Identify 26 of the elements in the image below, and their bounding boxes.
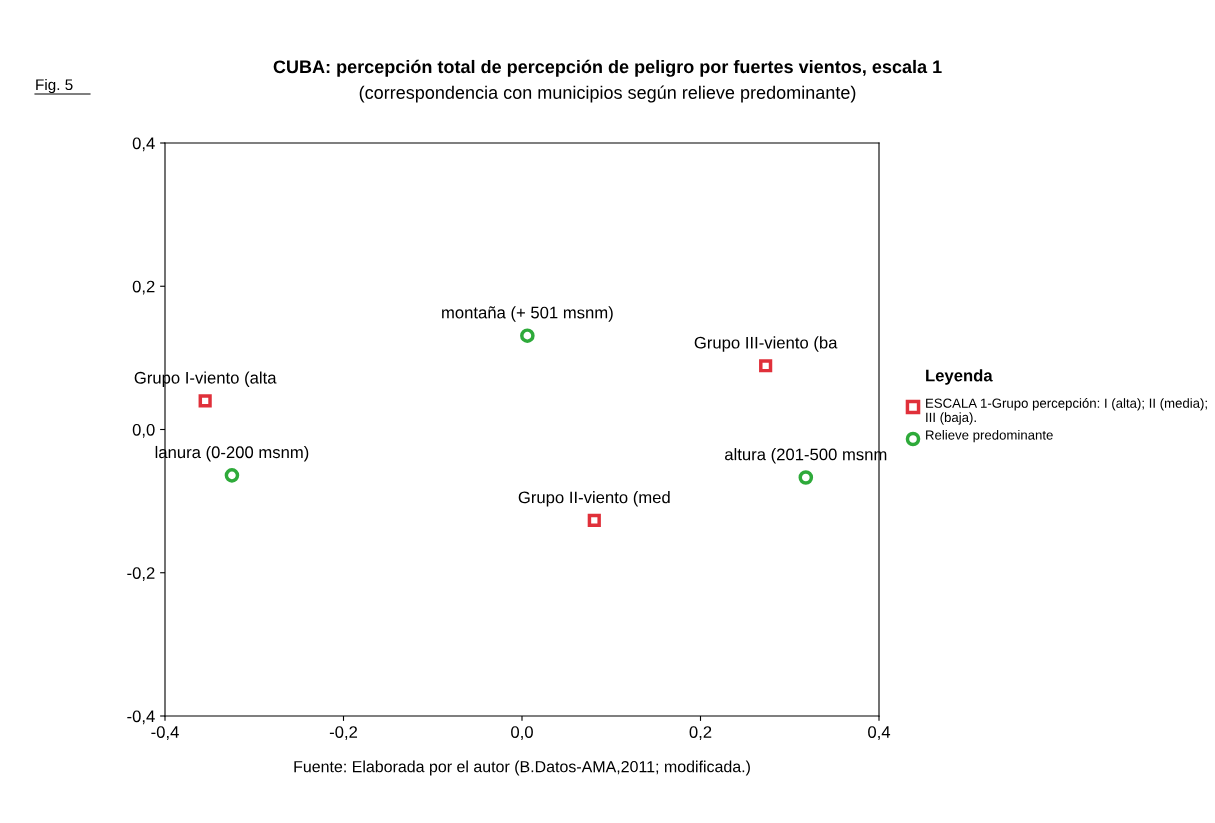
- legend-title: Leyenda: [926, 369, 993, 385]
- x-tick-label: 0,4: [868, 726, 891, 740]
- y-tick-label: -0,2: [127, 567, 155, 581]
- x-tick-label: 0,2: [689, 726, 712, 740]
- caption: Fig. 5: [36, 78, 73, 94]
- point: [198, 394, 212, 408]
- legend-label: ESCALA 1-Grupo percepción: I (alta); II (media); III (baja).: [926, 398, 1207, 425]
- x-tick-label: -0,2: [329, 726, 358, 740]
- y-tick-label: 0,0: [132, 423, 155, 438]
- chart-title: CUBA: percepción total de percepción de peligro por fuertes vientos, escala 1: [273, 59, 942, 77]
- annotation: Grupo III-viento (ba: [694, 336, 838, 352]
- source-note: Fuente: Elaborada por el autor (B.Datos-AMA,2011; modificada.): [294, 760, 750, 776]
- point: [224, 468, 240, 483]
- legend-label: Relieve predominante: [926, 430, 1053, 443]
- annotation: montaña (+ 501 msnm): [442, 306, 613, 322]
- chart-subtitle: (correspondencia con municipios según relieve predominante): [359, 85, 856, 103]
- point: [587, 513, 601, 528]
- y-tick-label: 0,4: [132, 137, 155, 152]
- annotation: Grupo II-viento (med: [518, 491, 670, 507]
- x-tick-label: 0,0: [511, 726, 533, 740]
- point: [798, 470, 814, 485]
- point: [759, 359, 773, 373]
- y-tick-label: -0,4: [127, 710, 155, 725]
- point: [520, 328, 535, 343]
- y-tick-label: 0,2: [132, 280, 155, 295]
- x-tick-label: -0,4: [151, 726, 179, 740]
